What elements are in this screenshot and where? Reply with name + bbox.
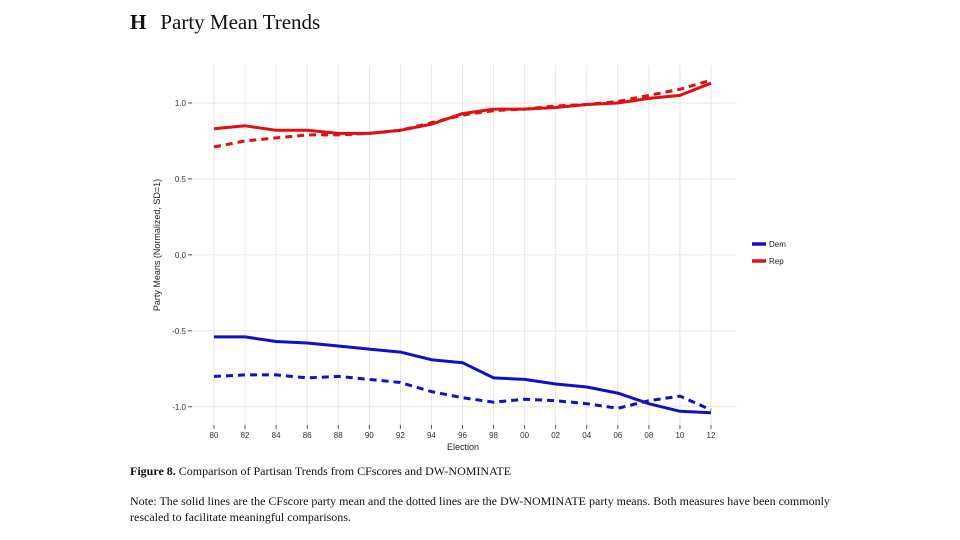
x-tick-label: 86 bbox=[303, 431, 312, 440]
legend-label-dem: Dem bbox=[769, 240, 786, 249]
x-tick-label: 94 bbox=[427, 431, 436, 440]
figure-label: Figure 8. bbox=[130, 464, 176, 478]
x-axis-title: Election bbox=[447, 442, 479, 452]
x-tick-label: 88 bbox=[334, 431, 343, 440]
legend-label-rep: Rep bbox=[769, 257, 784, 266]
y-axis-title: Party Means (Normalized, SD=1) bbox=[152, 179, 162, 311]
x-tick-label: 96 bbox=[458, 431, 467, 440]
party-mean-chart: -1.0 -0.5 0.0 0.5 1.0 80 82 84 86 88 90 92 94 96 98 00… bbox=[152, 65, 786, 452]
legend: Dem Rep bbox=[752, 240, 786, 266]
figure-caption-text: Comparison of Partisan Trends from CFsco… bbox=[178, 464, 512, 478]
plot-panel bbox=[192, 65, 737, 425]
y-tick-label: 0.5 bbox=[175, 175, 187, 184]
x-tick-label: 98 bbox=[489, 431, 498, 440]
figure-note: Note: The solid lines are the CFscore pa… bbox=[130, 494, 830, 524]
x-tick-label: 08 bbox=[644, 431, 653, 440]
x-tick-label: 10 bbox=[675, 431, 684, 440]
series-layer bbox=[213, 78, 712, 415]
x-axis: 80 82 84 86 88 90 92 94 96 98 00 02 04 06 08 10 12 bbox=[210, 425, 716, 440]
x-tick-label: 82 bbox=[241, 431, 250, 440]
y-axis: -1.0 -0.5 0.0 0.5 1.0 bbox=[172, 99, 192, 412]
figure-caption: Figure 8. Comparison of Partisan Trends … bbox=[130, 464, 511, 479]
y-tick-label: 1.0 bbox=[175, 99, 187, 108]
y-tick-label: -1.0 bbox=[172, 403, 186, 412]
y-tick-label: 0.0 bbox=[175, 251, 187, 260]
y-tick-label: -0.5 bbox=[172, 327, 186, 336]
x-tick-label: 02 bbox=[551, 431, 560, 440]
x-tick-label: 12 bbox=[707, 431, 716, 440]
x-tick-label: 90 bbox=[365, 431, 374, 440]
section-title: Party Mean Trends bbox=[160, 10, 321, 34]
x-tick-label: 84 bbox=[272, 431, 281, 440]
section-heading: H Party Mean Trends bbox=[130, 10, 320, 35]
series-line-rep-cfscore bbox=[213, 81, 712, 135]
series-line-dem-cfscore bbox=[214, 335, 712, 415]
section-letter: H bbox=[130, 10, 147, 34]
x-tick-label: 92 bbox=[396, 431, 405, 440]
x-tick-label: 80 bbox=[210, 431, 219, 440]
x-tick-label: 00 bbox=[520, 431, 529, 440]
x-tick-label: 06 bbox=[613, 431, 622, 440]
x-tick-label: 04 bbox=[582, 431, 591, 440]
